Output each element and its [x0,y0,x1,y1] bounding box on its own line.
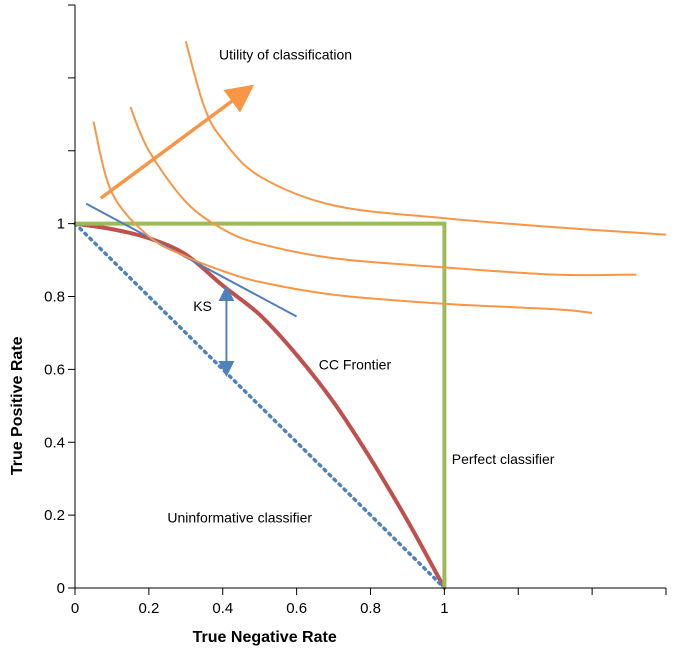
y-tick-label: 0.2 [44,507,65,524]
utility-curve-2 [129,106,637,277]
x-tick-label: 0.4 [212,600,233,617]
utility-curve-3 [184,41,667,236]
x-tick-label: 0 [71,600,79,617]
x-tick-label: 0.8 [360,600,381,617]
tangent-line [85,202,298,318]
y-tick-label: 0 [57,580,65,597]
x-tick-label: 0.6 [286,600,307,617]
x-axis-title: True Negative Rate [193,629,337,646]
utility-curve-1 [92,121,593,314]
labels-layer: 0 0.2 0.4 0.6 0.8 1 0 0.2 0.4 0.6 0.8 1 True Negativ… [9,47,555,646]
x-tick-label: 0.2 [138,600,159,617]
y-tick-label: 1 [57,216,65,233]
ks-label: KS [193,298,212,314]
axes-layer [68,4,667,595]
perfect-classifier-line [75,221,447,588]
utility-arrow [99,84,255,200]
x-tick-label: 1 [440,600,448,617]
uninformative-classifier-label: Uninformative classifier [167,509,312,525]
perfect-classifier-label: Perfect classifier [452,451,555,467]
utility-label: Utility of classification [219,47,352,63]
uninformative-classifier-line [73,221,447,590]
plot-layer [73,41,667,590]
cc-frontier-label: CC Frontier [319,356,392,372]
y-tick-label: 0.6 [44,361,65,378]
y-axis-title: True Positive Rate [9,336,26,475]
cc-frontier-line [74,221,447,589]
y-tick-label: 0.4 [44,434,65,451]
y-tick-label: 0.8 [44,289,65,306]
